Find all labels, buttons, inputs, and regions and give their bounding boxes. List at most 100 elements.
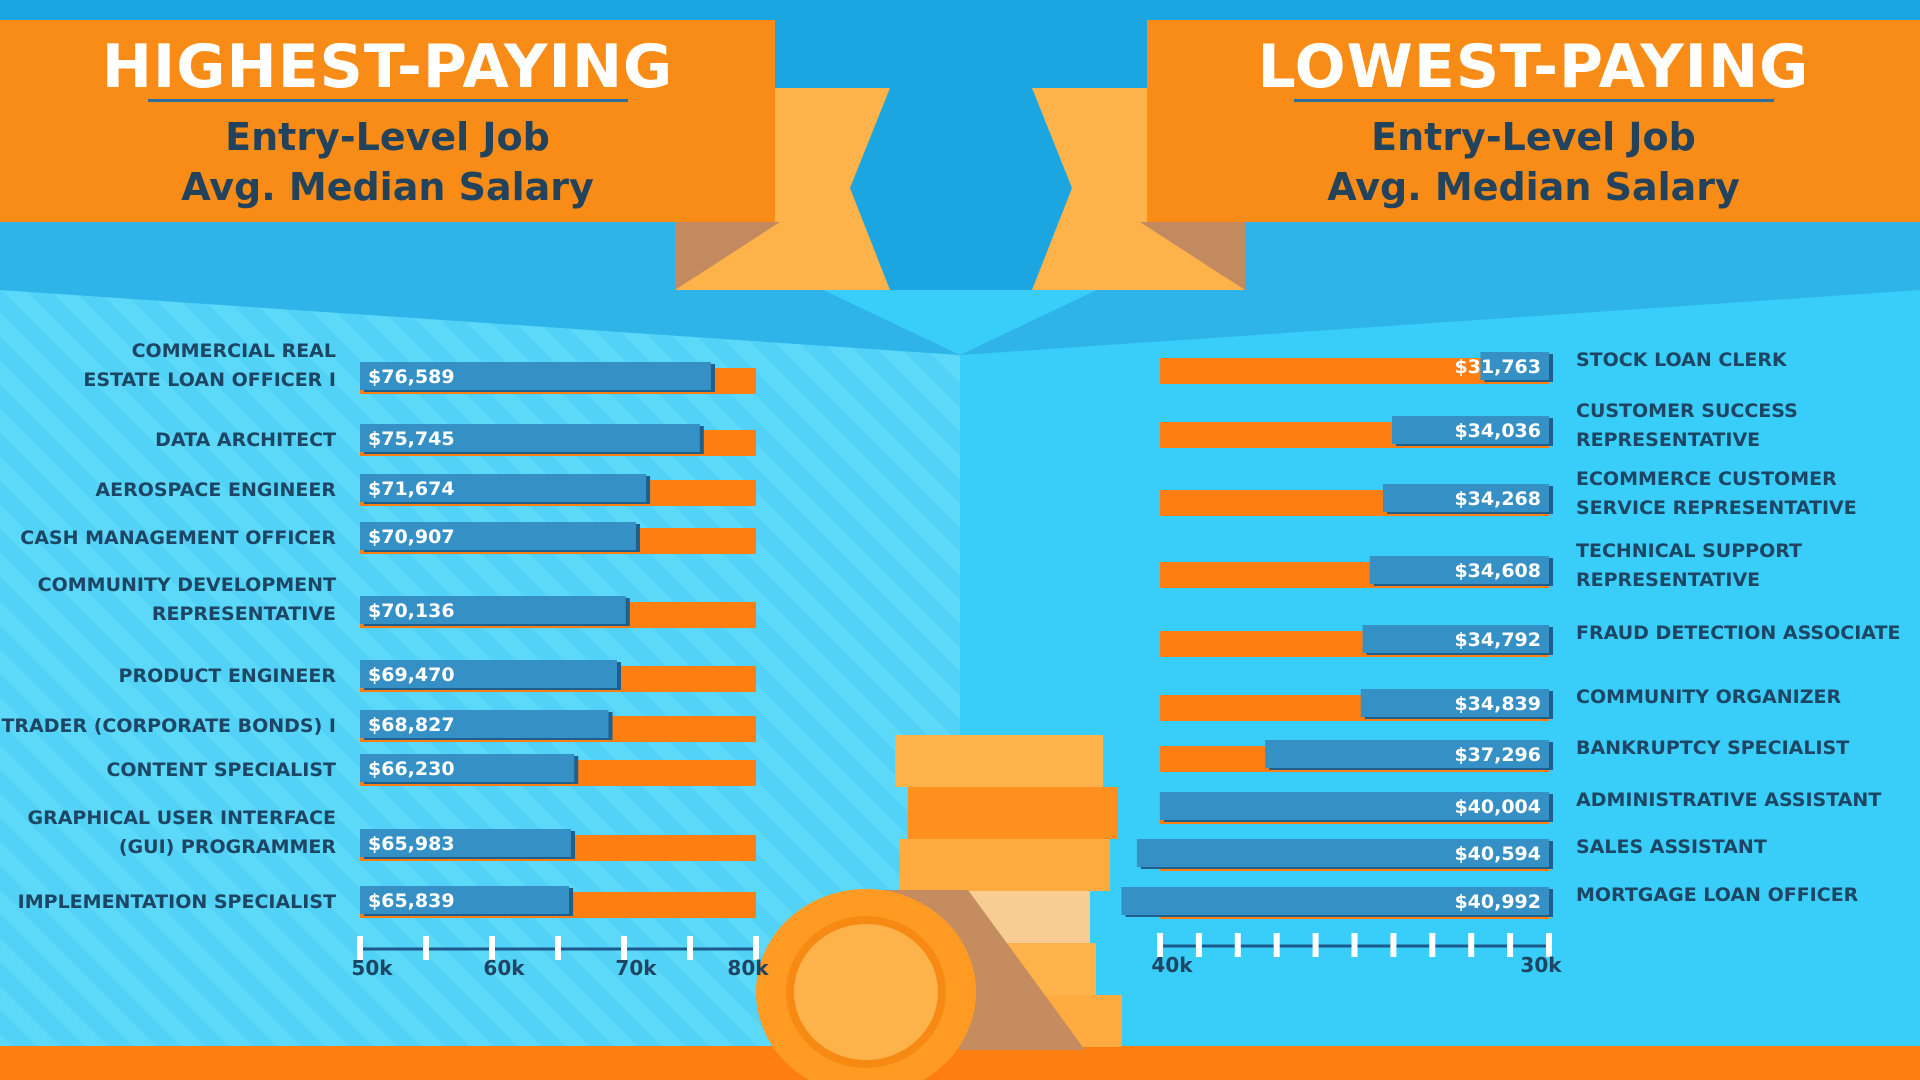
- highest-category-label: CASH MANAGEMENT OFFICER: [20, 524, 336, 553]
- highest-category-label-line: AEROSPACE ENGINEER: [95, 478, 336, 501]
- lowest-category-label-line: ECOMMERCE CUSTOMER: [1576, 468, 1837, 490]
- lowest-value-label: $40,594: [1454, 843, 1541, 865]
- highest-category-label-line: CASH MANAGEMENT OFFICER: [20, 526, 336, 549]
- lowest-category-label: TECHNICAL SUPPORT REPRESENTATIVE: [1576, 537, 1802, 595]
- highest-category-label: GRAPHICAL USER INTERFACE (GUI) PROGRAMMER: [28, 804, 337, 862]
- lowest-tick-label: 30k: [1520, 953, 1562, 977]
- lowest-bar: [1362, 625, 1549, 653]
- lowest-category-label: MORTGAGE LOAN OFFICER: [1576, 881, 1858, 910]
- lowest-value-label: $34,792: [1454, 629, 1541, 651]
- lowest-value-label: $37,296: [1454, 744, 1541, 766]
- highest-category-label: AEROSPACE ENGINEER: [95, 476, 336, 505]
- highest-axis-tick: [489, 936, 495, 960]
- highest-value-label: $75,745: [368, 428, 455, 450]
- lowest-category-label-line: SALES ASSISTANT: [1576, 835, 1767, 858]
- lowest-bar: [1265, 740, 1549, 768]
- lowest-axis-tick: [1312, 933, 1319, 957]
- lowest-category-label: CUSTOMER SUCCESS REPRESENTATIVE: [1576, 397, 1798, 455]
- highest-category-label: PRODUCT ENGINEER: [119, 662, 336, 691]
- lowest-value-label: $34,608: [1454, 560, 1541, 582]
- lowest-value-label: $40,992: [1454, 891, 1541, 913]
- left-header-banner: HIGHEST-PAYING Entry-Level Job Avg. Medi…: [0, 20, 775, 222]
- lowest-category-label-line: FRAUD DETECTION ASSOCIATE: [1576, 621, 1901, 644]
- highest-value-label: $70,136: [368, 600, 455, 622]
- highest-bar: [360, 362, 711, 390]
- highest-category-label: CONTENT SPECIALIST: [106, 756, 336, 785]
- lowest-category-label-line: BANKRUPTCY SPECIALIST: [1576, 736, 1850, 759]
- lowest-category-label-line: TECHNICAL SUPPORT: [1576, 540, 1802, 562]
- lowest-bar: [1121, 887, 1549, 915]
- highest-bar: [360, 660, 618, 688]
- highest-value-label: $65,839: [368, 890, 455, 912]
- highest-tick-label: 60k: [483, 956, 525, 980]
- lowest-bar: [1382, 484, 1549, 512]
- highest-category-label-line: ESTATE LOAN OFFICER I: [83, 369, 336, 391]
- lowest-bar: [1360, 689, 1549, 717]
- highest-axis-tick: [621, 936, 627, 960]
- right-title: LOWEST-PAYING: [1257, 32, 1810, 102]
- left-title: HIGHEST-PAYING: [101, 32, 674, 102]
- highest-bar: [360, 522, 636, 550]
- right-subtitle-1: Entry-Level Job: [1371, 115, 1696, 159]
- highest-tick-label: 80k: [727, 956, 769, 980]
- highest-axis-tick: [687, 936, 693, 960]
- highest-bar: [360, 754, 575, 782]
- highest-axis-tick: [555, 936, 561, 960]
- lowest-category-label: SALES ASSISTANT: [1576, 833, 1767, 862]
- lowest-bar: [1369, 556, 1549, 584]
- lowest-axis-tick: [1157, 933, 1163, 957]
- lowest-value-label: $31,763: [1454, 356, 1541, 378]
- highest-bar: [360, 596, 626, 624]
- lowest-category-label-line: CUSTOMER SUCCESS: [1576, 400, 1798, 422]
- lowest-axis-tick: [1546, 933, 1552, 957]
- lowest-bar: [1136, 839, 1549, 867]
- lowest-category-label-line: SERVICE REPRESENTATIVE: [1576, 497, 1857, 519]
- lowest-value-label: $40,004: [1454, 796, 1541, 818]
- lowest-axis-tick: [1468, 933, 1475, 957]
- lowest-bar: [1480, 352, 1549, 380]
- left-title-underline: [147, 99, 628, 102]
- lowest-category-label: STOCK LOAN CLERK: [1576, 346, 1787, 375]
- lowest-category-label-line: STOCK LOAN CLERK: [1576, 348, 1787, 371]
- highest-category-label-line: TRADER (CORPORATE BONDS) I: [1, 714, 336, 737]
- highest-bar: [360, 829, 571, 857]
- lowest-category-label-line: REPRESENTATIVE: [1576, 429, 1761, 451]
- highest-category-label: COMMERCIAL REAL ESTATE LOAN OFFICER I: [83, 337, 336, 395]
- lowest-axis-tick: [1195, 933, 1202, 957]
- highest-category-label-line: COMMUNITY DEVELOPMENT: [37, 574, 336, 596]
- highest-category-label-line: (GUI) PROGRAMMER: [118, 836, 336, 858]
- lowest-value-label: $34,839: [1454, 693, 1541, 715]
- highest-value-label: $71,674: [368, 478, 455, 500]
- highest-category-label-line: CONTENT SPECIALIST: [106, 758, 336, 781]
- highest-category-label-line: DATA ARCHITECT: [155, 428, 336, 451]
- lowest-tick-label: 40k: [1151, 953, 1193, 977]
- lowest-category-label: ECOMMERCE CUSTOMER SERVICE REPRESENTATIVE: [1576, 465, 1857, 523]
- lowest-bar: [1159, 792, 1549, 820]
- highest-axis-tick: [423, 936, 429, 960]
- highest-value-label: $65,983: [368, 833, 455, 855]
- highest-value-label: $66,230: [368, 758, 455, 780]
- highest-category-label-line: REPRESENTATIVE: [151, 603, 336, 625]
- highest-axis-tick: [753, 936, 759, 960]
- highest-category-label-line: GRAPHICAL USER INTERFACE: [27, 807, 337, 829]
- highest-category-label: IMPLEMENTATION SPECIALIST: [18, 888, 336, 917]
- lowest-category-label: BANKRUPTCY SPECIALIST: [1576, 734, 1849, 763]
- highest-tick-label: 70k: [615, 956, 657, 980]
- highest-category-label: COMMUNITY DEVELOPMENT REPRESENTATIVE: [38, 571, 336, 629]
- lowest-category-label: ADMINISTRATIVE ASSISTANT: [1576, 786, 1881, 815]
- lowest-axis-tick: [1273, 933, 1280, 957]
- highest-bar: [360, 474, 647, 502]
- left-subtitle-1: Entry-Level Job: [225, 115, 550, 159]
- highest-bar: [360, 710, 609, 738]
- lowest-axis-tick: [1351, 933, 1358, 957]
- lowest-bar: [1391, 416, 1549, 444]
- bottom-strip: [0, 1046, 1920, 1080]
- highest-category-label-line: COMMERCIAL REAL: [131, 340, 336, 362]
- highest-tick-label: 50k: [351, 956, 393, 980]
- lowest-axis-tick: [1507, 933, 1514, 957]
- highest-value-label: $70,907: [368, 526, 455, 548]
- highest-category-label: DATA ARCHITECT: [155, 426, 336, 455]
- lowest-category-label-line: MORTGAGE LOAN OFFICER: [1576, 883, 1859, 906]
- coin-stack-illustration: [756, 735, 1122, 1080]
